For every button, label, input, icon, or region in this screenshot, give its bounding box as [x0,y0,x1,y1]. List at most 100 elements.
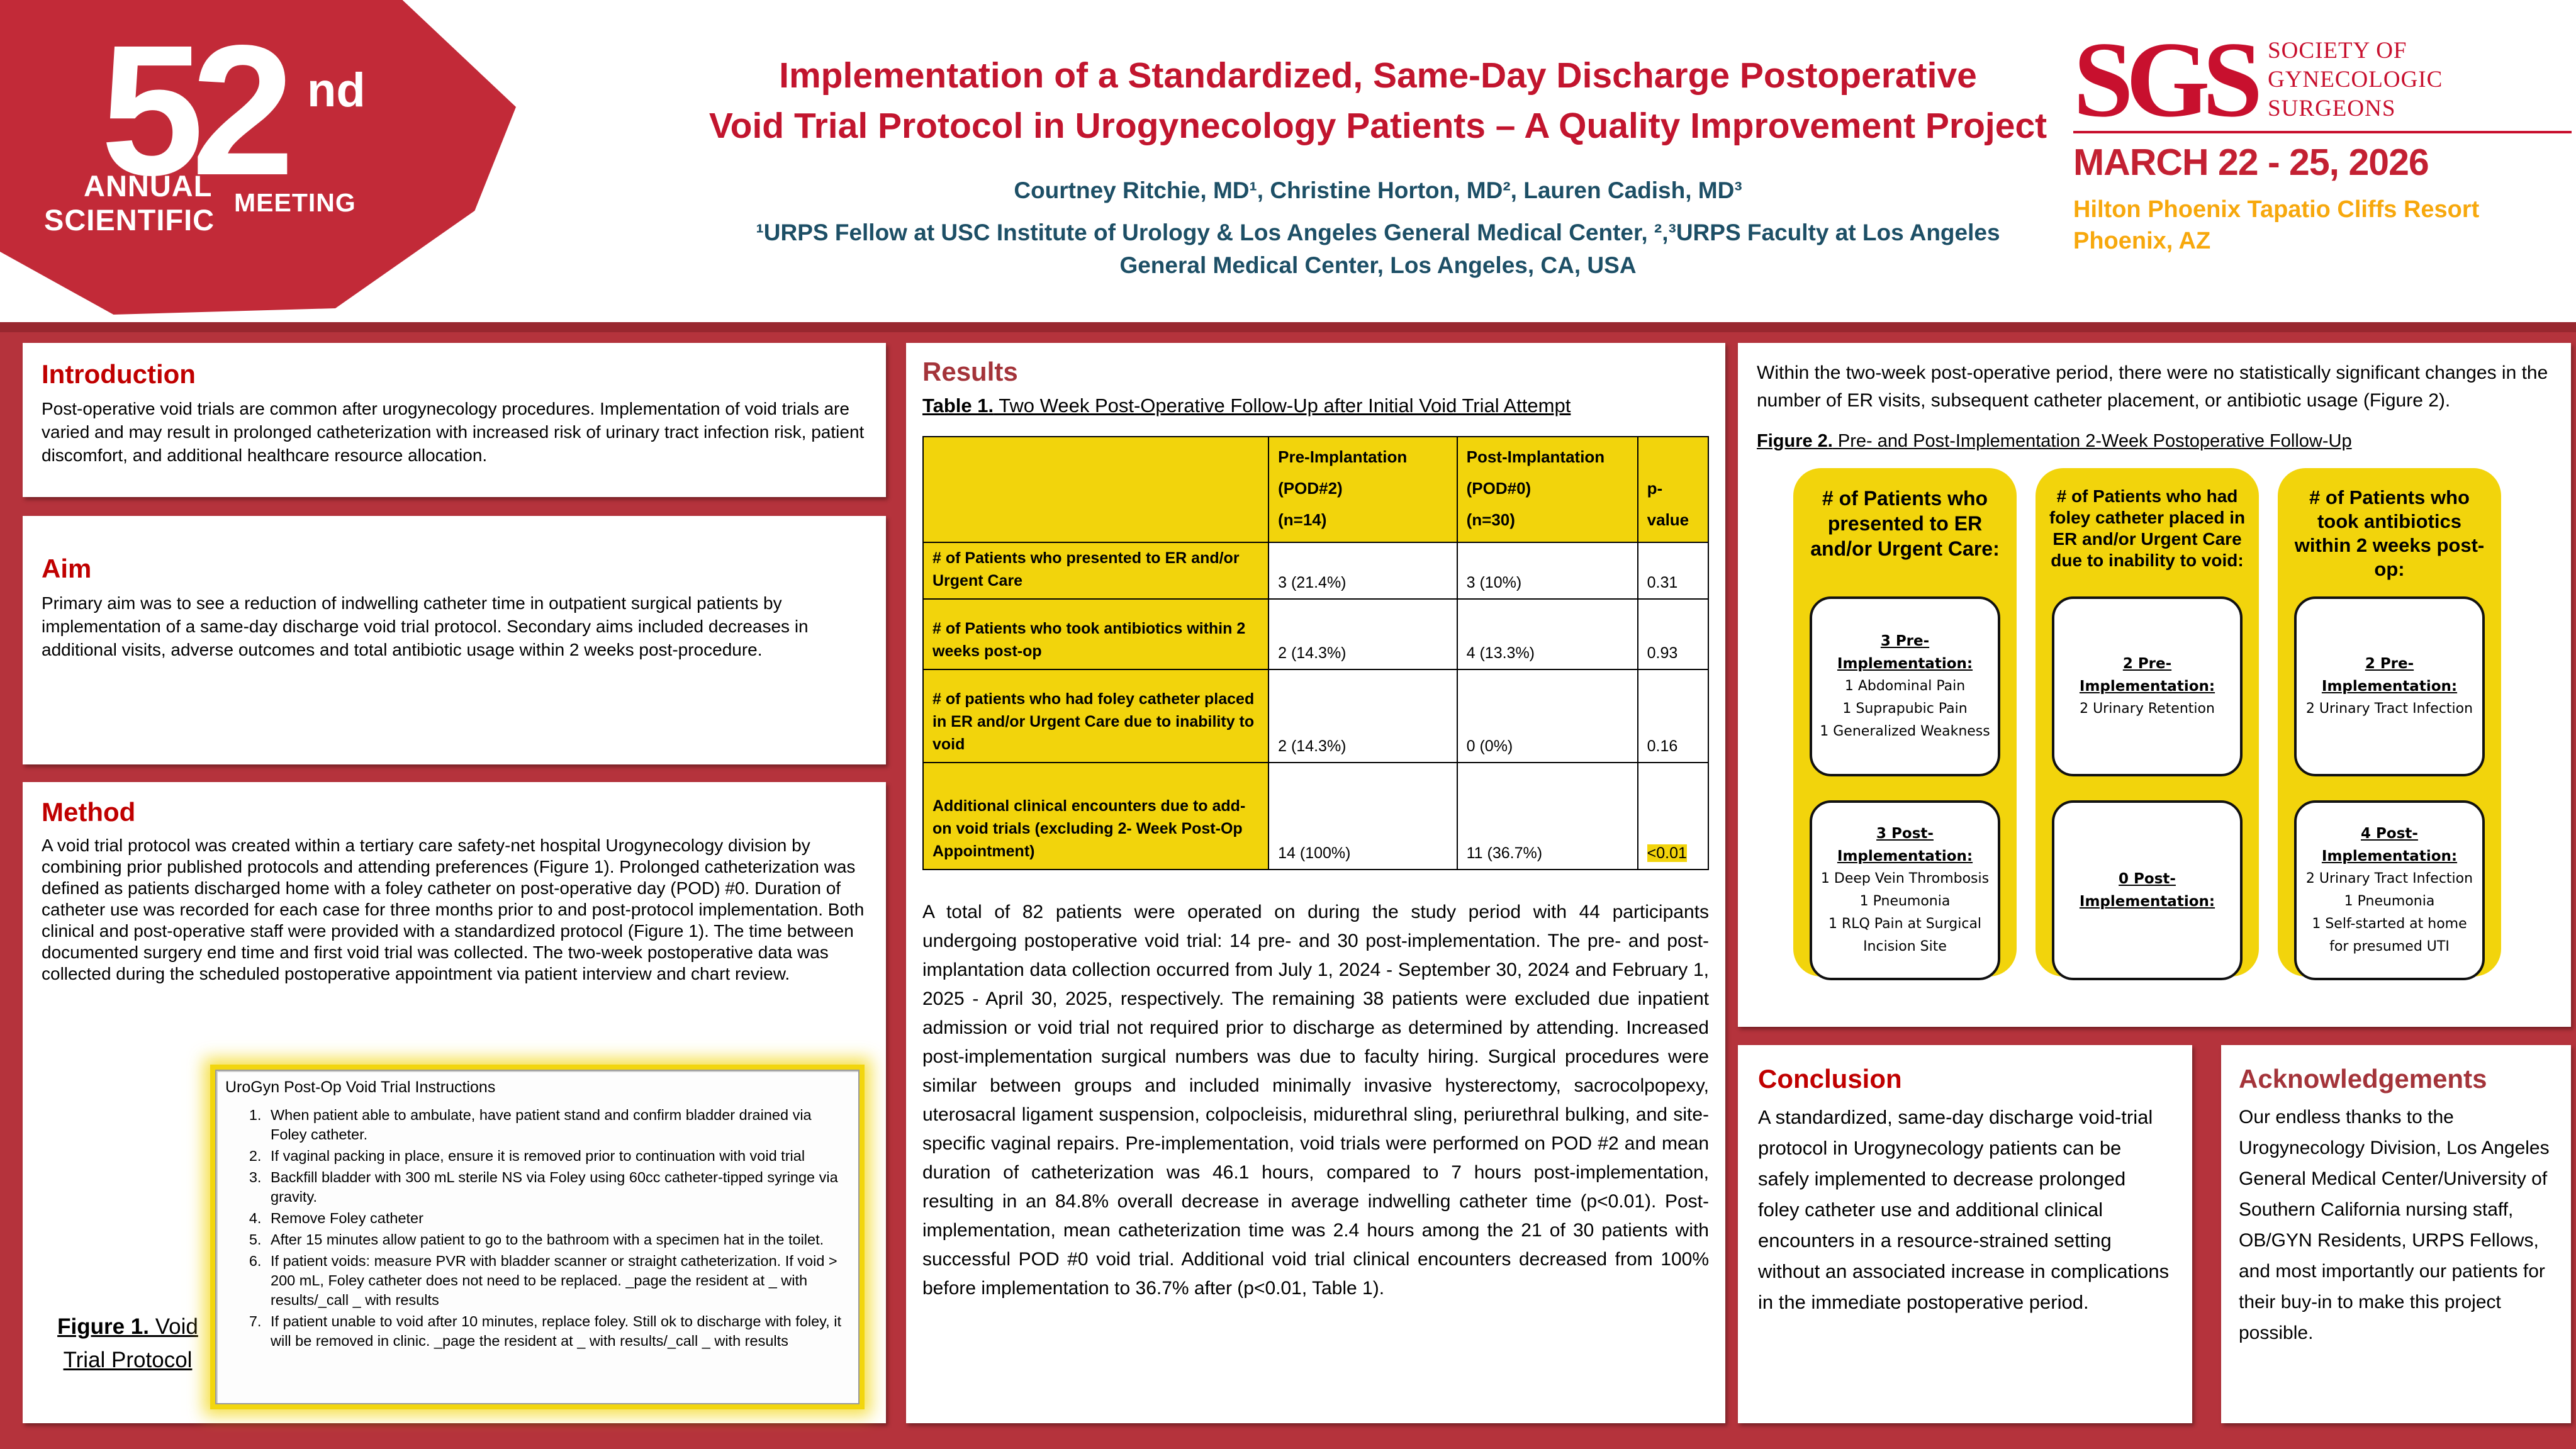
figure1-caption-label: Figure 1. [57,1314,149,1339]
table-header-pvalue: p-value [1637,436,1710,543]
logo-ordinal-suffix: nd [307,64,366,117]
table1-caption-label: Table 1. [922,394,994,417]
protocol-steps: When patient able to ambulate, have pati… [266,1105,847,1351]
poster-title-line2: Void Trial Protocol in Urogynecology Pat… [708,106,2047,146]
conclusion-body: A standardized, same-day discharge void-… [1758,1106,2170,1313]
protocol-step: When patient able to ambulate, have pati… [266,1105,847,1144]
figure2-box-foley-placement: # of Patients who had foley catheter pla… [2036,468,2259,980]
results-table: Pre-Implantation (POD#2) (n=14) Post-Imp… [922,436,1710,870]
table-row: # of Patients who took antibiotics withi… [922,598,1710,670]
subbox-heading: 3 Post-Implementation: [1837,825,1973,864]
figure2-caption-label: Figure 2. [1757,431,1833,451]
figure1-caption: Figure 1. Void Trial Protocol [49,1311,206,1377]
followup-panel: Within the two-week post-operative perio… [1738,343,2571,1027]
row-label: # of patients who had foley catheter pla… [922,669,1270,763]
aim-panel: Aim Primary aim was to see a reduction o… [23,516,886,764]
sgs-conference-block: SGS SOCIETY OF GYNECOLOGIC SURGEONS MARC… [2073,26,2572,257]
acknowledgements-panel: Acknowledgements Our endless thanks to t… [2221,1045,2571,1423]
figure2-box-er-visits: # of Patients who presented to ER and/or… [1793,468,2017,980]
sgs-society-line1: SOCIETY OF [2268,38,2407,64]
table-row: Additional clinical encounters due to ad… [922,762,1710,870]
conclusion-panel: Conclusion A standardized, same-day disc… [1738,1045,2192,1423]
introduction-body: Post-operative void trials are common af… [42,399,865,465]
subbox-heading: 4 Post-Implementation: [2321,825,2458,864]
poster-title: Implementation of a Standardized, Same-D… [680,50,2076,151]
row-pvalue: 0.93 [1637,598,1710,670]
method-body: A void trial protocol was created within… [42,836,865,983]
subbox-heading: 3 Pre-Implementation: [1837,633,1973,672]
subbox-item: 2 Urinary Retention [2080,701,2215,717]
table1-caption-text: Two Week Post-Operative Follow-Up after … [994,394,1571,417]
protocol-step: If vaginal packing in place, ensure it i… [266,1146,847,1166]
protocol-instructions-box: UroGyn Post-Op Void Trial Instructions W… [215,1070,860,1404]
protocol-step: If patient voids: measure PVR with bladd… [266,1251,847,1310]
venue-line2: Phoenix, AZ [2073,228,2211,254]
conference-venue: Hilton Phoenix Tapatio Cliffs Resort Pho… [2073,194,2572,257]
aim-heading: Aim [42,554,92,583]
subbox-item: 1 Pneumonia [1859,893,1951,909]
significant-pvalue: <0.01 [1647,844,1687,862]
table-row: # of patients who had foley catheter pla… [922,669,1710,763]
row-label: Additional clinical encounters due to ad… [922,762,1270,870]
subbox-item: 1 Generalized Weakness [1820,724,1990,739]
box-title: # of Patients who had foley catheter pla… [2049,486,2246,570]
header: 52 nd ANNUAL SCIENTIFIC MEETING Implemen… [0,0,2576,322]
subbox-item: 1 Deep Vein Thrombosis [1820,871,1990,887]
introduction-heading: Introduction [42,359,196,389]
subbox-item: 1 Suprapubic Pain [1842,701,1968,717]
conclusion-heading: Conclusion [1758,1064,1902,1094]
post-implementation-subbox: 0 Post-Implementation: [2052,800,2243,980]
row-pre-value: 3 (21.4%) [1268,542,1458,600]
row-label: # of Patients who presented to ER and/or… [922,542,1270,600]
subbox-heading: 2 Pre-Implementation: [2321,656,2458,695]
header-divider [0,322,2576,332]
subbox-item: 1 Abdominal Pain [1844,678,1966,694]
title-block: Implementation of a Standardized, Same-D… [680,50,2076,282]
protocol-step: After 15 minutes allow patient to go to … [266,1230,847,1250]
header-line: p-value [1647,479,1689,529]
affiliation-line2: General Medical Center, Los Angeles, CA,… [1119,252,1637,278]
row-post-value: 11 (36.7%) [1456,762,1638,870]
table-row: # of Patients who presented to ER and/or… [922,542,1710,600]
authors: Courtney Ritchie, MD¹, Christine Horton,… [1014,177,1742,203]
results-panel: Results Table 1. Two Week Post-Operative… [906,343,1725,1423]
row-pvalue: 0.16 [1637,669,1710,763]
sgs-52nd-meeting-logo: 52 nd ANNUAL SCIENTIFIC MEETING [0,0,516,315]
pre-implementation-subbox: 3 Pre-Implementation: 1 Abdominal Pain 1… [1810,596,2000,776]
aim-body: Primary aim was to see a reduction of in… [42,593,809,659]
sgs-society-line2: GYNECOLOGIC SURGEONS [2268,67,2443,121]
row-label: # of Patients who took antibiotics withi… [922,598,1270,670]
logo-number: 52 [101,6,294,214]
subbox-heading: 0 Post-Implementation: [2079,871,2215,910]
figure2-boxes: # of Patients who presented to ER and/or… [1793,468,2552,980]
row-pvalue: 0.31 [1637,542,1710,600]
protocol-step: Backfill bladder with 300 mL sterile NS … [266,1168,847,1207]
row-post-value: 3 (10%) [1456,542,1638,600]
logo-word-scientific: SCIENTIFIC [44,203,215,237]
pre-implementation-subbox: 2 Pre-Implementation: 2 Urinary Retentio… [2052,596,2243,776]
figure2-caption: Figure 2. Pre- and Post-Implementation 2… [1757,431,2552,452]
subbox-heading: 2 Pre-Implementation: [2079,656,2215,695]
conference-dates: MARCH 22 - 25, 2026 [2073,142,2429,183]
row-post-value: 0 (0%) [1456,669,1638,763]
venue-line1: Hilton Phoenix Tapatio Cliffs Resort [2073,196,2480,223]
header-line: Pre-Implantation [1278,447,1408,466]
header-line: (POD#0) [1466,479,1532,498]
header-line: (n=14) [1278,510,1327,529]
method-panel: Method A void trial protocol was created… [23,782,886,1423]
row-pre-value: 2 (14.3%) [1268,598,1458,670]
introduction-panel: Introduction Post-operative void trials … [23,343,886,497]
protocol-step: If patient unable to void after 10 minut… [266,1312,847,1351]
row-pvalue-highlighted: <0.01 [1637,762,1710,870]
row-post-value: 4 (13.3%) [1456,598,1638,670]
method-heading: Method [42,797,136,827]
figure1-row: Figure 1. Void Trial Protocol UroGyn Pos… [42,987,867,1413]
subbox-item: 1 Pneumonia [2344,893,2435,909]
box-title: # of Patients who took antibiotics withi… [2294,486,2485,580]
sgs-logo-row: SGS SOCIETY OF GYNECOLOGIC SURGEONS [2073,26,2572,134]
protocol-title: UroGyn Post-Op Void Trial Instructions [225,1078,496,1096]
sgs-society-name: SOCIETY OF GYNECOLOGIC SURGEONS [2268,36,2572,123]
void-trial-protocol-figure: UroGyn Post-Op Void Trial Instructions W… [210,1065,865,1409]
followup-body: Within the two-week post-operative perio… [1757,362,2548,411]
figure2-box-antibiotics: # of Patients who took antibiotics withi… [2278,468,2501,980]
